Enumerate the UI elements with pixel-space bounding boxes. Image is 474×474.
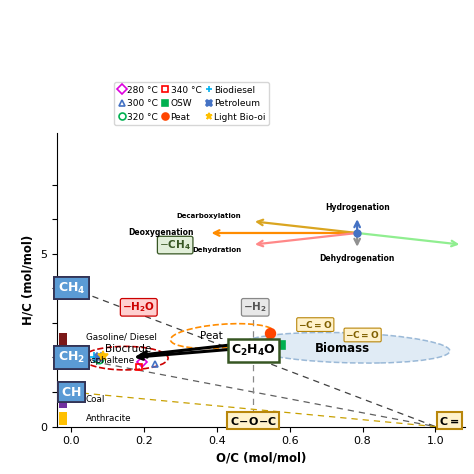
Text: Dehydrogenation: Dehydrogenation (319, 254, 395, 263)
Text: Biocrude: Biocrude (105, 344, 151, 354)
Text: Decarboxylation: Decarboxylation (177, 213, 241, 219)
Text: Dehydration: Dehydration (192, 247, 241, 253)
Text: $\mathbf{CH_2}$: $\mathbf{CH_2}$ (58, 350, 85, 365)
X-axis label: O/C (mol/mol): O/C (mol/mol) (216, 452, 306, 465)
Text: $\mathbf{CH_4}$: $\mathbf{CH_4}$ (58, 281, 85, 296)
Text: Anthracite: Anthracite (86, 414, 131, 423)
Text: $\mathbf{-H_2O}$: $\mathbf{-H_2O}$ (122, 301, 155, 314)
Text: Peat: Peat (200, 331, 223, 341)
Legend: 280 °C, 300 °C, 320 °C, 340 °C, OSW, Peat, Biodiesel, Petroleum, Light Bio-oi: 280 °C, 300 °C, 320 °C, 340 °C, OSW, Pea… (114, 82, 269, 125)
Text: Hydrogenation: Hydrogenation (325, 203, 390, 212)
Text: Biomass: Biomass (315, 342, 370, 355)
Text: $\mathbf{C\!-\!O\!-\!C}$: $\mathbf{C\!-\!O\!-\!C}$ (230, 415, 277, 427)
Ellipse shape (243, 332, 450, 363)
Text: $\mathbf{-H_2}$: $\mathbf{-H_2}$ (243, 301, 267, 314)
Text: Gasoline/ Diesel: Gasoline/ Diesel (86, 333, 157, 342)
Text: $\mathbf{CH}$: $\mathbf{CH}$ (61, 385, 82, 399)
Text: $\mathbf{C_2H_4O}$: $\mathbf{C_2H_4O}$ (231, 343, 276, 358)
Text: Demethylation: Demethylation (473, 247, 474, 253)
Text: Coal: Coal (86, 395, 105, 404)
Text: $\mathbf{CH}$: $\mathbf{CH}$ (61, 385, 82, 399)
Text: $\mathbf{C=}$: $\mathbf{C=}$ (439, 415, 459, 427)
Text: $-\mathbf{CH_4}$: $-\mathbf{CH_4}$ (159, 238, 191, 252)
Text: $\mathbf{- C=O}$: $\mathbf{- C=O}$ (298, 319, 333, 330)
Text: Asphaltene: Asphaltene (86, 356, 135, 365)
Text: $\mathbf{CH_4}$: $\mathbf{CH_4}$ (58, 281, 85, 296)
Text: $\mathbf{CH_2}$: $\mathbf{CH_2}$ (58, 350, 85, 365)
Y-axis label: H/C (mol/mol): H/C (mol/mol) (22, 235, 35, 325)
Text: Deoxygenation: Deoxygenation (128, 228, 194, 237)
Text: $\mathbf{- C=O}$: $\mathbf{- C=O}$ (346, 329, 380, 340)
